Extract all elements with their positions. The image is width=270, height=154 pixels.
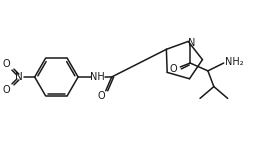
Text: O: O [170,64,177,74]
Text: O: O [2,59,10,69]
Text: NH₂: NH₂ [225,57,244,67]
Text: O: O [2,85,10,95]
Text: N: N [188,38,196,48]
Text: NH: NH [90,72,105,82]
Text: O: O [98,91,106,101]
Text: N: N [15,72,23,82]
